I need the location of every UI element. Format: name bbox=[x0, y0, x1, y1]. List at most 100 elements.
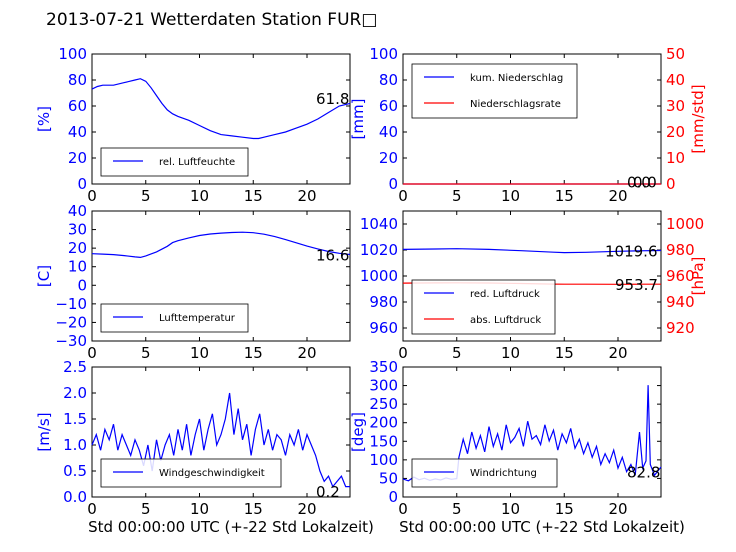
precip-legend-label: kum. Niederschlag bbox=[470, 73, 563, 84]
humidity-ytick-label: 0 bbox=[77, 175, 87, 193]
wind-speed-ytick-label: 2.0 bbox=[63, 384, 87, 402]
wind-speed-xtick-label: 0 bbox=[87, 500, 97, 518]
pressure-ytick-label: 1040 bbox=[360, 215, 398, 233]
wind-speed-ytick-label: 2.5 bbox=[63, 358, 87, 376]
wind-direction-xtick-label: 15 bbox=[555, 500, 574, 518]
pressure-annotation2: 953.7 bbox=[615, 276, 658, 294]
wind-direction-ytick-label: 50 bbox=[379, 469, 398, 487]
temperature-ytick-label: −30 bbox=[55, 332, 87, 350]
wind-direction-ytick-label: 250 bbox=[369, 395, 398, 413]
precip-legend-box bbox=[411, 63, 578, 119]
precip-y2tick-label: 30 bbox=[666, 97, 685, 115]
temperature-ylabel: [C] bbox=[35, 265, 53, 287]
humidity-xtick-label: 10 bbox=[190, 187, 209, 205]
wind-speed-ytick-label: 0.5 bbox=[63, 462, 87, 480]
humidity-xtick-label: 0 bbox=[87, 187, 97, 205]
pressure-xtick-label: 0 bbox=[398, 344, 408, 362]
humidity-frame bbox=[91, 53, 351, 185]
temperature-ytick-label: −10 bbox=[55, 295, 87, 313]
precip-y2tick-label: 40 bbox=[666, 71, 685, 89]
wind-speed-xlabel: Std 00:00:00 UTC (+-22 Std Lokalzeit) bbox=[88, 518, 374, 536]
pressure-ytick-label: 980 bbox=[369, 293, 398, 311]
precip-xtick-label: 0 bbox=[398, 187, 408, 205]
pressure-ytick-label: 1020 bbox=[360, 241, 398, 259]
wind-direction-xtick-label: 10 bbox=[501, 500, 520, 518]
humidity-ytick-label: 100 bbox=[58, 45, 87, 63]
humidity-series-0 bbox=[91, 78, 351, 140]
wind-direction-legend-label: Windrichtung bbox=[470, 468, 537, 479]
pressure-xtick-label: 10 bbox=[501, 344, 520, 362]
wind-speed-legend-box bbox=[100, 458, 282, 488]
temperature-legend-label: Lufttemperatur bbox=[159, 313, 236, 324]
humidity-annotation: 61.8 bbox=[316, 90, 349, 108]
wind-speed-legend-label: Windgeschwindigkeit bbox=[159, 468, 265, 479]
temperature-legend-box bbox=[100, 303, 249, 333]
wind-speed-frame bbox=[91, 366, 351, 498]
precip-ytick-label: 40 bbox=[379, 123, 398, 141]
wind-direction-xtick-label: 20 bbox=[608, 500, 627, 518]
precip-y2tick-label: 50 bbox=[666, 45, 685, 63]
precip-xtick-label: 10 bbox=[501, 187, 520, 205]
precip-ytick-label: 0 bbox=[388, 175, 398, 193]
pressure-xtick-label: 5 bbox=[452, 344, 462, 362]
wind-speed-series-0 bbox=[91, 392, 350, 488]
pressure-y2tick-label: 940 bbox=[666, 293, 695, 311]
pressure-xtick-label: 15 bbox=[555, 344, 574, 362]
temperature-xtick-label: 15 bbox=[244, 344, 263, 362]
wind-direction-xtick-label: 0 bbox=[398, 500, 408, 518]
wind-direction-ytick-label: 300 bbox=[369, 377, 398, 395]
wind-direction-ytick-label: 150 bbox=[369, 432, 398, 450]
precip-y2tick-label: 10 bbox=[666, 149, 685, 167]
wind-speed-xtick-label: 10 bbox=[190, 500, 209, 518]
wind-direction-xtick-label: 5 bbox=[452, 500, 462, 518]
precip-ylabel: [mm] bbox=[349, 99, 367, 140]
wind-direction-ytick-label: 0 bbox=[388, 488, 398, 506]
temperature-ytick-label: 0 bbox=[77, 276, 87, 294]
temperature-series-0 bbox=[91, 231, 351, 259]
humidity-legend-label: rel. Luftfeuchte bbox=[159, 157, 235, 168]
precip-xtick-label: 15 bbox=[555, 187, 574, 205]
wind-direction-frame bbox=[402, 366, 662, 498]
wind-speed-xtick-label: 5 bbox=[141, 500, 151, 518]
temperature-ytick-label: 10 bbox=[68, 258, 87, 276]
humidity-ylabel: [%] bbox=[35, 106, 53, 132]
precip-annotation2: 0.0 bbox=[633, 173, 657, 191]
temperature-ytick-label: 40 bbox=[68, 202, 87, 220]
pressure-series-0 bbox=[402, 248, 662, 254]
precip-xtick-label: 20 bbox=[608, 187, 627, 205]
humidity-legend-box bbox=[100, 147, 249, 177]
pressure-ytick-label: 1000 bbox=[360, 267, 398, 285]
figure-title: 2013-07-21 Wetterdaten Station FUR□ bbox=[46, 10, 378, 30]
pressure-y2tick-label: 1000 bbox=[666, 215, 704, 233]
pressure-xtick-label: 20 bbox=[608, 344, 627, 362]
temperature-annotation: 16.6 bbox=[316, 246, 349, 264]
temperature-xtick-label: 5 bbox=[141, 344, 151, 362]
pressure-y2tick-label: 920 bbox=[666, 319, 695, 337]
pressure-ytick-label: 960 bbox=[369, 319, 398, 337]
wind-direction-xlabel: Std 00:00:00 UTC (+-22 Std Lokalzeit) bbox=[399, 518, 685, 536]
temperature-ytick-label: −20 bbox=[55, 313, 87, 331]
precip-y2tick-label: 20 bbox=[666, 123, 685, 141]
pressure-ylabel2: [hPa] bbox=[689, 257, 707, 296]
wind-speed-ytick-label: 1.0 bbox=[63, 436, 87, 454]
wind-direction-ytick-label: 100 bbox=[369, 451, 398, 469]
temperature-xtick-label: 0 bbox=[87, 344, 97, 362]
precip-legend-label: Niederschlagsrate bbox=[470, 99, 561, 110]
precip-xtick-label: 5 bbox=[452, 187, 462, 205]
wind-direction-annotation: 82.8 bbox=[627, 464, 660, 482]
pressure-y2tick-label: 980 bbox=[666, 241, 695, 259]
temperature-xtick-label: 20 bbox=[297, 344, 316, 362]
wind-direction-ytick-label: 350 bbox=[369, 358, 398, 376]
wind-speed-xtick-label: 20 bbox=[297, 500, 316, 518]
humidity-xtick-label: 15 bbox=[244, 187, 263, 205]
temperature-ytick-label: 20 bbox=[68, 239, 87, 257]
wind-speed-ytick-label: 1.5 bbox=[63, 410, 87, 428]
pressure-legend-label: red. Luftdruck bbox=[470, 289, 540, 300]
temperature-ytick-label: 30 bbox=[68, 221, 87, 239]
humidity-ytick-label: 20 bbox=[68, 149, 87, 167]
wind-direction-ytick-label: 200 bbox=[369, 414, 398, 432]
wind-direction-ylabel: [deg] bbox=[349, 412, 367, 452]
wind-speed-ylabel: [m/s] bbox=[35, 412, 53, 451]
temperature-xtick-label: 10 bbox=[190, 344, 209, 362]
precip-ytick-label: 100 bbox=[369, 45, 398, 63]
